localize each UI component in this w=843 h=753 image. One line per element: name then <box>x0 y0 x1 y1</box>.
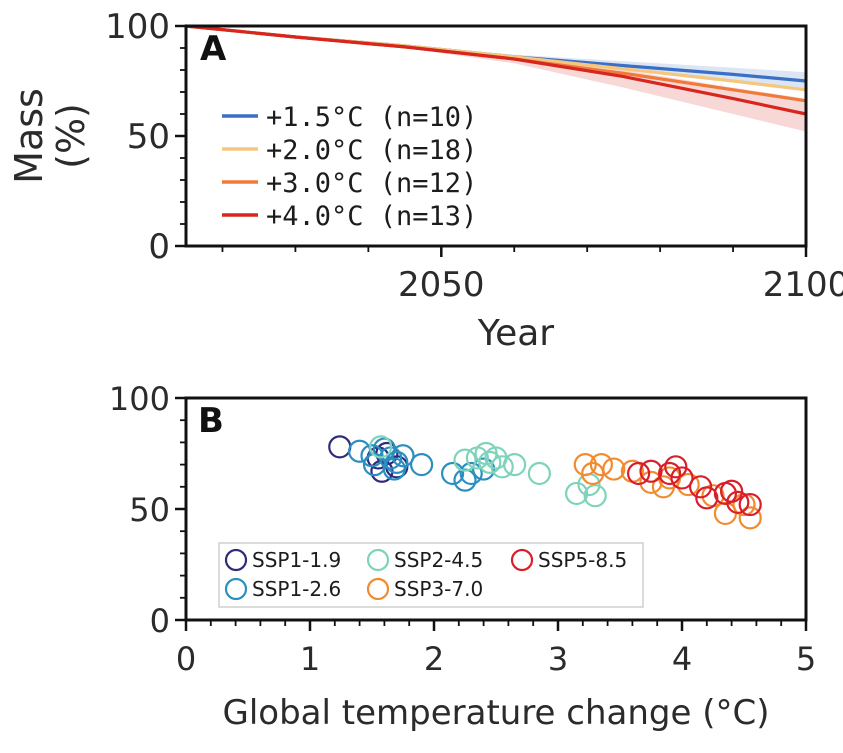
point-SSP5-8.5 <box>688 475 713 499</box>
point-SSP3-7.0 <box>602 457 626 481</box>
line-series-3 <box>185 24 807 116</box>
ytick-label-50: 50 <box>127 117 170 157</box>
legend-box <box>218 542 644 608</box>
legend-marker-SSP5-8.5 <box>510 548 534 572</box>
panel-b-legend: SSP1-1.9 SSP1-2.6 SSP2-4.5 SSP3-7.0 SSP5-8.5 <box>218 542 644 608</box>
legend-label-2: +3.0°C (n=12) <box>266 168 477 199</box>
point-SSP5-8.5 <box>639 459 663 483</box>
panel-a-ticks: 0 50 100 2050 2100 <box>105 7 843 305</box>
point-SSP3-7.0 <box>676 472 700 497</box>
point-SSP1-2.6 <box>382 457 406 481</box>
panel-b-letter: B <box>198 401 224 441</box>
xtick-label-5: 5 <box>796 640 816 678</box>
ytick-label-0: 0 <box>148 227 170 267</box>
panel-b-points <box>328 435 762 530</box>
point-SSP3-7.0 <box>589 453 614 477</box>
panel-a: 0 50 100 2050 2100 A Mass (%) Year +1.5°C (n… <box>7 7 843 354</box>
xtick-label-2100: 2100 <box>763 265 843 305</box>
legend-label-SSP2-4.5: SSP2-4.5 <box>394 548 483 572</box>
panel-a-xlabel: Year <box>477 313 554 354</box>
point-SSP5-8.5 <box>719 479 744 503</box>
legend-marker-SSP3-7.0 <box>366 577 390 601</box>
panel-a-legend: +1.5°C (n=10)+2.0°C (n=18)+3.0°C (n=12)+… <box>222 102 477 232</box>
point-SSP1-2.6 <box>453 468 477 492</box>
point-SSP2-4.5 <box>369 435 393 459</box>
panel-b-xlabel: Global temperature change (°C) <box>223 693 770 733</box>
legend-label-SSP3-7.0: SSP3-7.0 <box>394 577 483 601</box>
ytick-label-100: 100 <box>105 7 170 47</box>
legend-label-3: +4.0°C (n=13) <box>266 201 477 232</box>
point-SSP2-4.5 <box>490 455 514 479</box>
point-SSP1-2.6 <box>360 444 384 468</box>
legend-label-SSP1-1.9: SSP1-1.9 <box>252 548 341 572</box>
point-SSP5-8.5 <box>670 466 694 490</box>
ytick-label-0: 0 <box>150 602 170 640</box>
legend-marker-SSP1-2.6 <box>224 577 248 601</box>
panel-a-ylabel-line1: Mass <box>7 88 51 184</box>
panel-a-lines <box>185 24 807 116</box>
panel-b: 0 50 100 0 1 2 3 4 5 B Global temperature change… <box>109 380 816 733</box>
point-SSP5-8.5 <box>726 490 750 514</box>
point-SSP5-8.5 <box>664 455 688 479</box>
xtick-label-0: 0 <box>176 640 196 678</box>
point-SSP1-2.6 <box>441 461 465 486</box>
xtick-label-2: 2 <box>424 640 444 678</box>
point-SSP3-7.0 <box>573 453 597 477</box>
point-SSP1-2.6 <box>410 453 434 477</box>
legend-marker-SSP2-4.5 <box>366 548 390 572</box>
panel-b-ticks: 0 50 100 0 1 2 3 4 5 <box>109 380 816 678</box>
point-SSP5-8.5 <box>738 492 762 517</box>
panel-a-letter: A <box>200 29 227 69</box>
point-SSP1-2.6 <box>459 461 483 486</box>
point-SSP5-8.5 <box>626 461 651 486</box>
point-SSP5-8.5 <box>695 486 719 510</box>
xtick-label-2050: 2050 <box>398 265 485 305</box>
panel-a-ylabel-line2: (%) <box>49 103 93 169</box>
point-SSP2-4.5 <box>527 461 552 486</box>
legend-marker-SSP1-1.9 <box>224 548 248 572</box>
point-SSP3-7.0 <box>639 470 663 494</box>
point-SSP2-4.5 <box>453 448 477 472</box>
legend-label-0: +1.5°C (n=10) <box>266 102 477 133</box>
xtick-label-1: 1 <box>300 640 320 678</box>
point-SSP3-7.0 <box>738 506 762 530</box>
xtick-label-4: 4 <box>672 640 692 678</box>
xtick-label-3: 3 <box>548 640 568 678</box>
ytick-label-50: 50 <box>129 491 170 529</box>
point-SSP2-4.5 <box>583 484 607 508</box>
ytick-label-100: 100 <box>109 380 170 418</box>
legend-label-SSP1-2.6: SSP1-2.6 <box>252 577 341 601</box>
legend-label-SSP5-8.5: SSP5-8.5 <box>538 548 627 572</box>
legend-label-1: +2.0°C (n=18) <box>266 135 477 166</box>
point-SSP2-4.5 <box>502 453 527 477</box>
point-SSP1-2.6 <box>391 444 415 468</box>
point-SSP2-4.5 <box>478 450 502 474</box>
point-SSP1-1.9 <box>328 435 352 459</box>
point-SSP5-8.5 <box>657 461 682 486</box>
point-SSP2-4.5 <box>564 481 589 506</box>
